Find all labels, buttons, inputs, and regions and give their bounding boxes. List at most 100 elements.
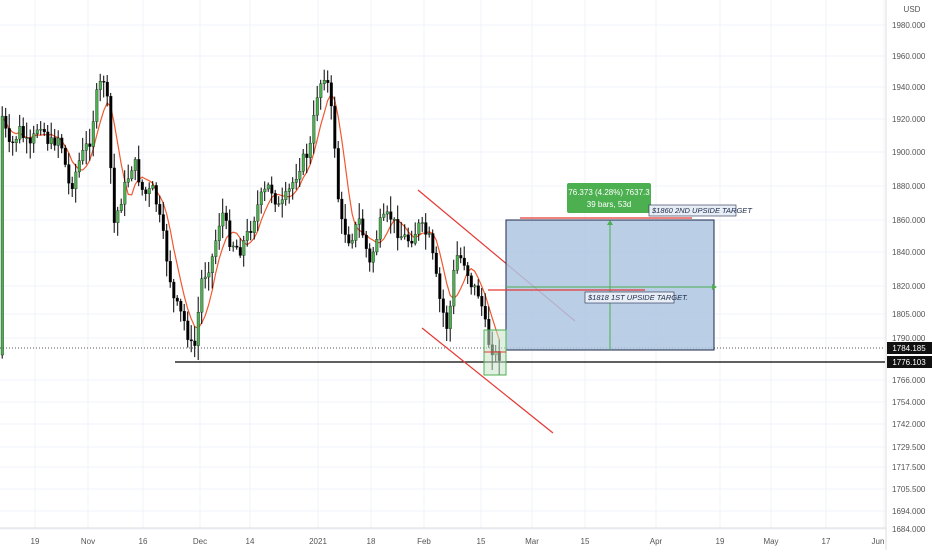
- measure-arrow-up-icon: [607, 220, 613, 225]
- price-tick-label: 1717.500: [892, 463, 926, 472]
- price-tick-label: 1900.000: [892, 148, 926, 157]
- bull-candle: [294, 179, 298, 183]
- bull-candle: [74, 171, 78, 190]
- bear-candle: [336, 148, 340, 200]
- price-tick-label: 1840.000: [892, 248, 926, 257]
- bull-candle: [375, 239, 379, 253]
- price-tick-label: 1920.000: [892, 115, 926, 124]
- second-target-label-box: [648, 204, 737, 217]
- bull-candle: [242, 240, 246, 256]
- bear-candle: [102, 81, 106, 83]
- bull-candle: [245, 231, 249, 241]
- bear-candle: [186, 320, 190, 340]
- bull-candle: [403, 234, 407, 237]
- bear-candle: [11, 141, 15, 143]
- bear-candle: [235, 245, 239, 248]
- bull-candle: [256, 204, 260, 222]
- bull-candle: [280, 199, 284, 204]
- bull-candle: [263, 188, 267, 193]
- bear-candle: [434, 252, 438, 274]
- bear-candle: [179, 301, 183, 312]
- time-tick-label: 18: [367, 537, 376, 546]
- price-tick-label: 1766.000: [892, 376, 926, 385]
- bull-candle: [308, 142, 312, 158]
- bull-candle: [231, 245, 235, 248]
- bull-candle: [130, 170, 134, 179]
- bull-candle: [147, 188, 151, 194]
- price-tick-label: 1805.000: [892, 310, 926, 319]
- bear-candle: [193, 340, 197, 346]
- bull-candle: [350, 240, 354, 244]
- time-tick-label: Nov: [81, 537, 95, 546]
- bull-candle: [357, 218, 361, 225]
- price-tick-label: 1742.000: [892, 420, 926, 429]
- bull-candle: [151, 185, 155, 189]
- bear-candle: [7, 128, 11, 142]
- bear-candle: [154, 185, 158, 205]
- measure-arrow-right-icon: [712, 284, 717, 290]
- channel-lower-line[interactable]: [421, 327, 554, 434]
- time-tick-label: 14: [246, 537, 255, 546]
- bear-candle: [42, 129, 46, 133]
- time-tick-label: Dec: [193, 537, 207, 546]
- time-tick-label: May: [763, 537, 778, 546]
- measure-label-box: [567, 183, 651, 213]
- bull-candle: [123, 182, 127, 205]
- bear-candle: [144, 189, 148, 194]
- bear-candle: [228, 220, 232, 248]
- bear-candle: [326, 80, 330, 83]
- bull-candle: [452, 270, 456, 307]
- bear-candle: [329, 82, 333, 107]
- bull-candle: [319, 83, 323, 98]
- bull-candle: [35, 129, 39, 134]
- time-tick-label: 2021: [309, 537, 327, 546]
- bull-candle: [25, 137, 29, 139]
- bear-candle: [480, 296, 484, 307]
- current-price-value: 1784.185: [892, 344, 926, 353]
- bull-candle: [312, 115, 316, 144]
- bull-candle: [133, 159, 137, 171]
- bull-candle: [81, 150, 85, 161]
- bull-candle: [98, 81, 102, 90]
- bull-candle: [217, 225, 221, 241]
- bear-candle: [249, 231, 253, 233]
- bear-candle: [445, 312, 449, 329]
- price-tick-label: 1705.500: [892, 485, 926, 494]
- bull-candle: [126, 178, 130, 183]
- bull-candle: [385, 211, 389, 215]
- bull-candle: [284, 191, 288, 200]
- bear-candle: [165, 230, 169, 262]
- bull-candle: [207, 272, 211, 278]
- bull-candle: [266, 184, 270, 190]
- measure-label-line2: 39 bars, 53d: [587, 200, 631, 209]
- bear-candle: [361, 218, 365, 236]
- bear-candle: [469, 275, 473, 288]
- bear-candle: [4, 115, 8, 129]
- first-target-label-box: [584, 291, 675, 304]
- currency-label: USD: [904, 5, 921, 14]
- current-price-tag: [887, 342, 932, 354]
- bear-candle: [410, 240, 414, 244]
- bull-candle: [203, 276, 207, 279]
- time-tick-label: Jun: [872, 537, 885, 546]
- bull-candle: [221, 212, 225, 227]
- price-tick-label: 1960.000: [892, 52, 926, 61]
- bull-candle: [455, 255, 459, 271]
- bear-candle: [476, 285, 480, 297]
- bull-candle: [382, 213, 386, 218]
- bear-candle: [189, 339, 193, 342]
- bull-candle: [298, 171, 302, 180]
- bear-candle: [224, 212, 228, 221]
- bull-candle: [39, 129, 43, 131]
- bear-candle: [28, 137, 32, 144]
- time-axis[interactable]: 19 Nov 16 Dec 14 2021 18 Feb 15 Mar 15 Apr 19 May 17 Ju…: [31, 537, 885, 546]
- price-axis[interactable]: 1980.000 1960.000 1940.000 1920.000 1900.000…: [892, 21, 926, 534]
- bull-candle: [84, 143, 88, 151]
- bull-candle: [210, 256, 214, 274]
- bull-candle: [116, 210, 120, 223]
- bear-candle: [347, 234, 351, 244]
- time-tick-label: 17: [822, 537, 831, 546]
- price-tick-label: 1860.000: [892, 216, 926, 225]
- time-tick-label: 19: [31, 537, 40, 546]
